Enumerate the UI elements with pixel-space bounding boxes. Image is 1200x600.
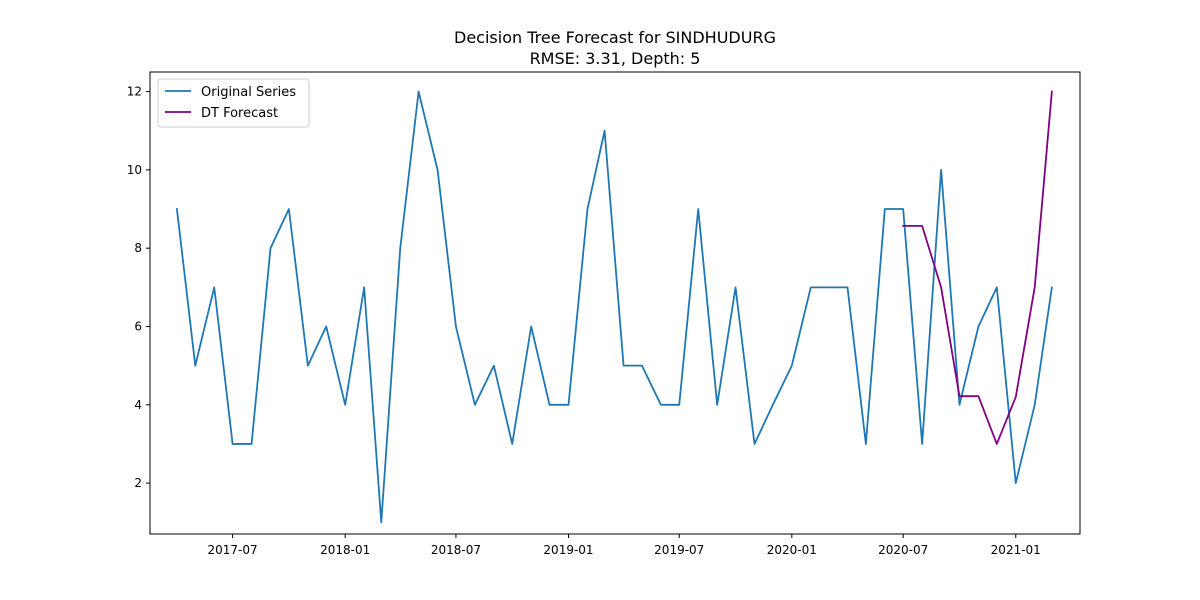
x-tick-label: 2021-01 [991,543,1041,557]
x-tick-label: 2017-07 [208,543,258,557]
legend-label-original: Original Series [201,85,296,100]
x-tick-label: 2018-07 [431,543,481,557]
plot-area [175,90,1053,524]
axes-frame [149,71,1081,535]
axes: 2017-07 2018-01 2018-07 2019-01 2019-07 2020-… [127,71,1081,557]
series-line-original [175,90,1053,524]
y-tick-label: 6 [134,319,142,333]
y-tick-label: 12 [127,85,142,99]
legend-box [157,78,310,128]
legend-label-forecast: DT Forecast [201,106,278,121]
y-tick-label: 2 [134,476,142,490]
x-tick-label: 2020-01 [767,543,817,557]
chart-subtitle: RMSE: 3.31, Depth: 5 [530,49,701,68]
x-tick-label: 2020-07 [878,543,928,557]
x-tick-label: 2019-01 [543,543,593,557]
y-tick-label: 8 [134,241,142,255]
series-line-forecast [902,90,1053,445]
x-tick-label: 2018-01 [320,543,370,557]
legend: Original Series DT Forecast [157,78,310,128]
chart-title: Decision Tree Forecast for SINDHUDURG [454,28,776,47]
y-tick-label: 10 [127,163,142,177]
x-tick-label: 2019-07 [654,543,704,557]
y-tick-label: 4 [134,398,142,412]
